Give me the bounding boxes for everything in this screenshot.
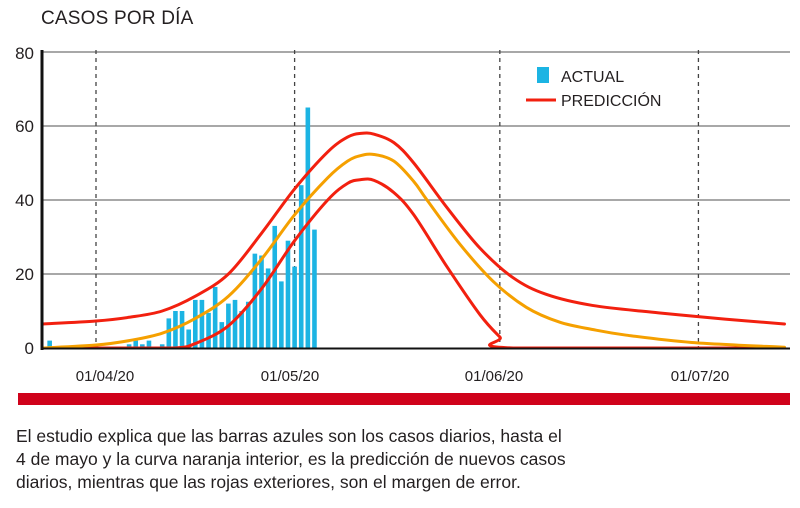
- x-tick-labels: 01/04/20 01/05/20 01/06/20 01/07/20: [76, 368, 729, 385]
- y-tick-label: 20: [15, 265, 34, 284]
- x-tick-label: 01/04/20: [76, 368, 134, 385]
- caption-line: El estudio explica que las barras azules…: [16, 426, 562, 446]
- bar: [133, 340, 139, 348]
- y-tick-label: 80: [15, 44, 34, 63]
- divider-bar: [18, 393, 790, 405]
- x-tick-label: 01/05/20: [261, 368, 319, 385]
- y-tick-label: 60: [15, 117, 34, 136]
- caption-line: 4 de mayo y la curva naranja interior, e…: [16, 449, 566, 469]
- bar: [239, 311, 244, 348]
- bar: [219, 322, 225, 348]
- bar: [199, 299, 205, 348]
- x-tick-label: 01/06/20: [465, 368, 523, 385]
- chart-title: CASOS POR DÍA: [41, 8, 194, 29]
- bar: [279, 281, 284, 348]
- bar: [285, 240, 291, 348]
- bar: [159, 344, 165, 348]
- gridlines: [42, 51, 790, 275]
- bar: [212, 286, 218, 348]
- bar: [206, 312, 211, 348]
- series-line: [41, 152, 786, 350]
- caption-line: diarios, mientras que las rojas exterior…: [16, 472, 521, 492]
- bar: [305, 107, 311, 348]
- prediction-lines: [41, 131, 786, 350]
- bar: [265, 268, 271, 348]
- caption: El estudio explica que las barras azules…: [16, 425, 786, 494]
- series-line: [41, 177, 786, 350]
- axes: [40, 50, 790, 350]
- legend: ACTUAL PREDICCIÓN: [526, 67, 661, 110]
- bar: [252, 253, 258, 348]
- series-line: [41, 131, 786, 326]
- bar: [232, 299, 238, 348]
- bar: [47, 340, 52, 348]
- bar: [166, 318, 172, 348]
- bar: [292, 266, 297, 348]
- bar: [272, 225, 278, 348]
- x-tick-label: 01/07/20: [671, 368, 729, 385]
- bar: [140, 344, 145, 348]
- bar: [186, 329, 191, 348]
- bar: [179, 311, 185, 348]
- bar: [193, 299, 198, 348]
- bars-actual: [47, 107, 317, 348]
- bar: [259, 255, 264, 348]
- legend-swatch-actual: [537, 67, 549, 83]
- bar: [126, 344, 132, 348]
- y-tick-label: 40: [15, 191, 34, 210]
- legend-label-prediction: PREDICCIÓN: [561, 91, 661, 110]
- bar: [146, 340, 152, 348]
- y-tick-labels: 0 20 40 60 80: [15, 44, 34, 358]
- legend-label-actual: ACTUAL: [561, 69, 624, 86]
- bar: [312, 229, 317, 348]
- y-tick-label: 0: [25, 339, 34, 358]
- chart: 0 20 40 60 80 01/04/20 01/05/20 01/06/20…: [15, 44, 790, 385]
- bar: [298, 185, 304, 348]
- bar: [245, 301, 251, 348]
